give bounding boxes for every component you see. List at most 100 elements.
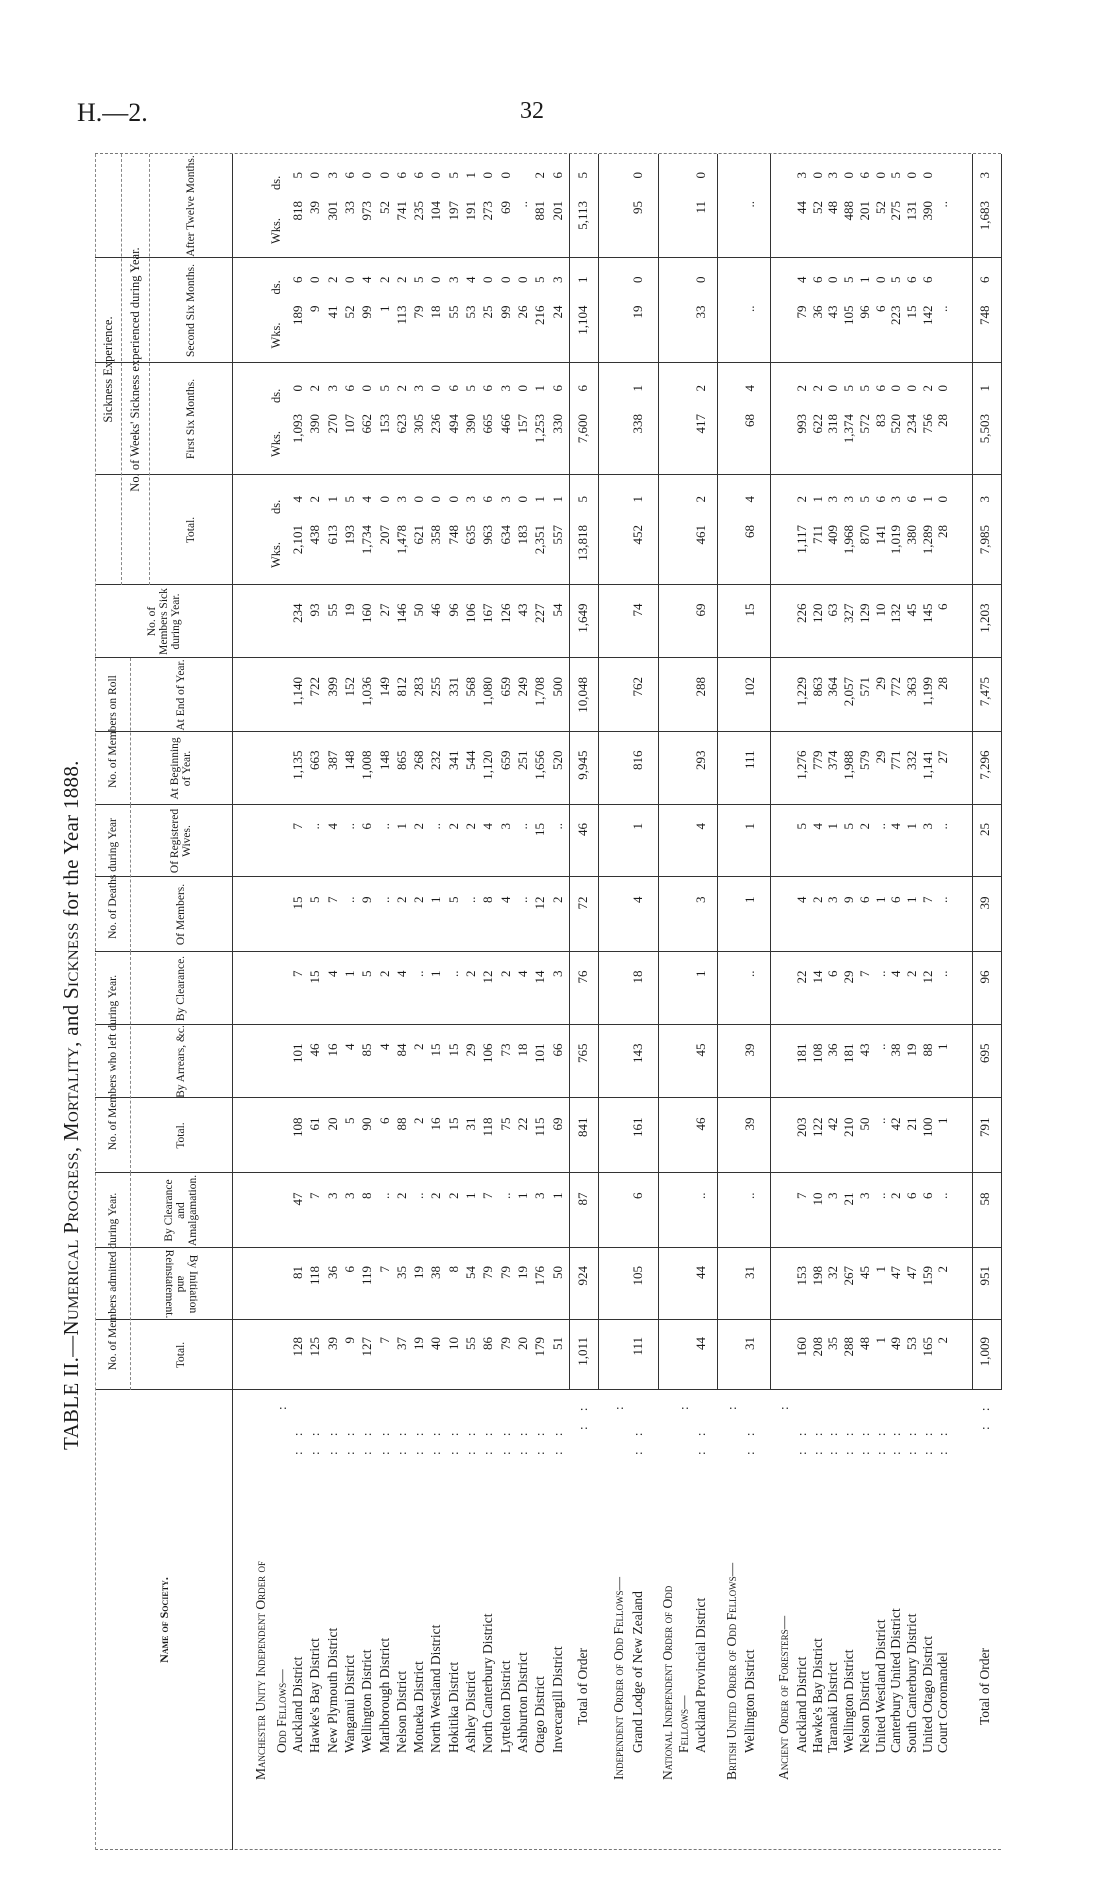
cell-admitted-initiation: 8	[445, 1266, 461, 1273]
header-sickness-group: Sickness Experience.	[101, 316, 115, 423]
cell-members-sick: 46	[428, 603, 444, 617]
cell-sickness-total-weeks: 358	[428, 525, 444, 545]
cell-admitted-clearance: ..	[742, 1192, 757, 1200]
cell-admitted-total: 55	[463, 1337, 478, 1350]
cell-deaths-wives: ..	[376, 823, 392, 830]
cell-sickness-second-weeks: 96	[856, 305, 872, 319]
cell-deaths-wives: 1	[903, 823, 919, 830]
group-title: Fellows—	[676, 1695, 691, 1753]
cell-left-clearance: 2	[463, 970, 478, 978]
cell-members-sick: 234	[290, 603, 305, 624]
cell-left-total: 42	[825, 1117, 841, 1131]
cell-sickness-first-weeks: 107	[341, 414, 357, 434]
cell-sickness-first-weeks: 623	[393, 414, 409, 434]
cell-left-arrears: 108	[809, 1043, 825, 1064]
cell-sickness-first-weeks: 665	[480, 414, 496, 434]
leader-dots: :	[611, 1400, 626, 1410]
cell-sickness-total-days: 3	[463, 496, 478, 503]
cell-deaths-wives: 5	[794, 823, 809, 830]
society-row-name: Wellington District	[841, 1649, 857, 1753]
cell-admitted-total: 1,011	[575, 1337, 590, 1366]
cell-left-total: ..	[872, 1117, 888, 1125]
cell-deaths-members: 6	[888, 896, 904, 904]
title-part-1: Numerical Progress, Mortality,	[59, 1041, 83, 1336]
cell-left-clearance: 4	[393, 970, 409, 978]
cell-admitted-total: 1	[872, 1337, 888, 1344]
society-row-name: Motueka District	[411, 1661, 427, 1753]
society-row-name: New Plymouth District	[324, 1627, 340, 1753]
cell-sickness-after-weeks: 301	[324, 201, 340, 221]
cell-sickness-total-weeks: 7,985	[977, 525, 992, 555]
cell-admitted-initiation: 1	[872, 1266, 888, 1273]
cell-roll-beginning: 659	[497, 750, 513, 771]
header-left-total: Total.	[175, 1122, 187, 1149]
cell-sickness-total-days: 5	[341, 496, 357, 503]
cell-sickness-after-days: 0	[307, 172, 323, 179]
cell-members-sick: 1,649	[575, 603, 590, 633]
cell-admitted-total: 288	[841, 1337, 857, 1357]
page-number: 32	[520, 98, 544, 124]
cell-left-total: 42	[888, 1117, 904, 1131]
cell-sickness-after-days: 0	[809, 172, 825, 179]
cell-sickness-second-days: 5	[532, 276, 548, 284]
cell-left-arrears: 36	[825, 1043, 841, 1057]
cell-roll-end: 568	[463, 677, 478, 697]
cell-sickness-after-days: 5	[445, 172, 461, 179]
cell-roll-end: 500	[549, 677, 565, 697]
cell-sickness-total-weeks: 438	[307, 525, 323, 545]
cell-sickness-second-weeks: 113	[393, 305, 409, 325]
cell-sickness-total-weeks: 461	[693, 525, 708, 545]
cell-left-arrears: 46	[307, 1043, 323, 1057]
cell-sickness-total-weeks: 963	[480, 525, 496, 545]
cell-sickness-first-weeks: 5,503	[977, 414, 992, 444]
cell-sickness-total-days: 0	[376, 496, 392, 503]
cell-left-total: 1	[935, 1117, 951, 1125]
cell-members-sick: 50	[411, 603, 427, 617]
cell-left-clearance: 4	[514, 970, 530, 978]
cell-sickness-first-weeks: 572	[856, 414, 872, 434]
cell-deaths-wives: 1	[825, 823, 841, 830]
leader-dots: : :	[630, 1426, 645, 1455]
cell-left-total: 75	[497, 1117, 513, 1131]
cell-sickness-after-days: 0	[376, 172, 392, 179]
cell-left-clearance: ..	[445, 970, 461, 978]
cell-left-total: 90	[359, 1117, 375, 1131]
cell-sickness-second-days: 6	[809, 276, 825, 284]
header-sickness-first: First Six Months.	[184, 378, 197, 460]
cell-deaths-members: 5	[445, 896, 461, 904]
cell-admitted-total: 20	[514, 1337, 530, 1350]
cell-left-total: 69	[549, 1117, 565, 1131]
society-row-name: United Westland District	[872, 1619, 888, 1753]
cell-roll-beginning: 27	[935, 750, 951, 764]
cell-sickness-first-days: 1	[532, 385, 548, 392]
cell-left-clearance: 4	[324, 970, 340, 978]
cell-sickness-first-weeks: 68	[742, 414, 757, 427]
cell-sickness-total-days: 2	[693, 496, 708, 503]
cell-admitted-initiation: 38	[428, 1266, 444, 1279]
header-bottom-rule	[232, 154, 233, 1850]
cell-admitted-total: 44	[693, 1337, 708, 1350]
cell-members-sick: 43	[514, 603, 530, 617]
society-row-name: Hawke's Bay District	[809, 1638, 825, 1753]
cell-roll-end: 10,048	[575, 677, 590, 713]
cell-admitted-total: 127	[359, 1337, 375, 1357]
header-roll-beginning: At Beginning of Year.	[169, 737, 193, 800]
cell-roll-beginning: 520	[549, 750, 565, 771]
cell-admitted-clearance: 7	[794, 1192, 809, 1200]
cell-admitted-total: 9	[341, 1337, 357, 1344]
cell-left-arrears: 2	[411, 1043, 427, 1051]
cell-sickness-total-days: 2	[307, 496, 323, 503]
cell-sickness-first-days: 4	[742, 385, 757, 392]
cell-members-sick: 69	[693, 603, 708, 617]
society-row-name: Wellington District	[359, 1649, 375, 1753]
header-admitted-group: No. of Members admitted during Year.	[106, 1192, 119, 1371]
cell-sickness-total-days: 0	[428, 496, 444, 503]
header-left-arrears: By Arrears, &c.	[175, 1025, 187, 1098]
statistics-table: TABLE II.—Numerical Progress, Mortality,…	[55, 153, 1005, 1850]
leader-dots: : :	[324, 1426, 340, 1455]
title-prefix: TABLE II.—	[59, 1335, 83, 1450]
cell-sickness-second-weeks: 189	[290, 305, 305, 326]
leader-dots: : :	[919, 1426, 935, 1455]
cell-sickness-first-weeks: 305	[411, 414, 427, 434]
cell-deaths-members: ..	[514, 896, 530, 904]
